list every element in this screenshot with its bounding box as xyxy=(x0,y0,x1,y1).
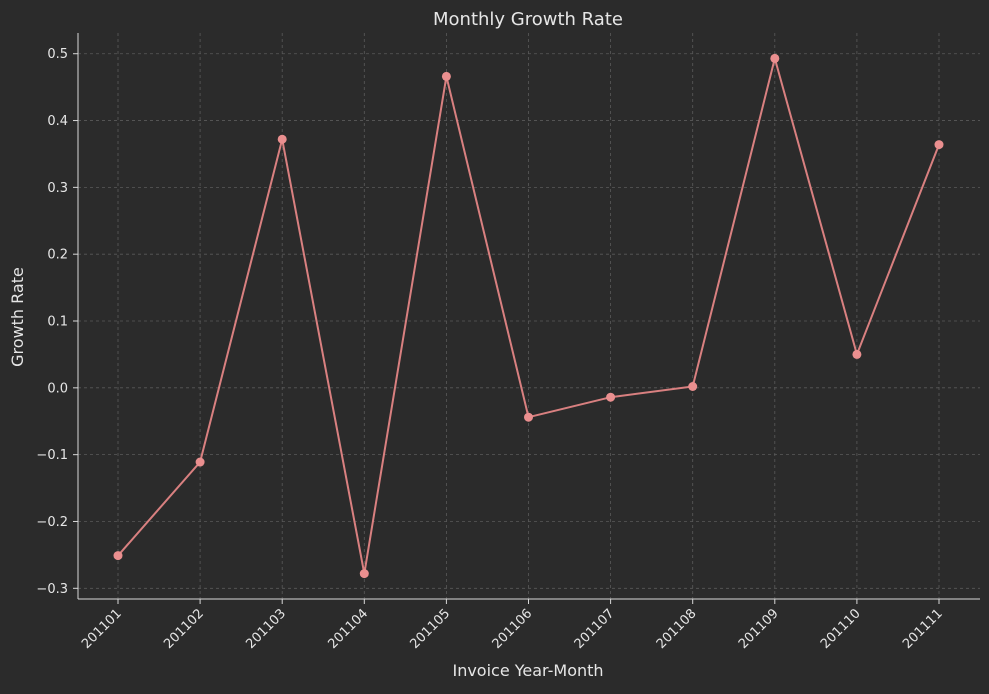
x-tick-label: 201105 xyxy=(408,606,454,652)
x-tick-label: 201107 xyxy=(572,606,618,652)
x-tick-label: 201108 xyxy=(654,606,700,652)
x-axis-label: Invoice Year-Month xyxy=(452,661,603,680)
y-tick-label: 0.3 xyxy=(47,181,68,196)
x-tick-label: 201110 xyxy=(818,606,864,652)
x-tick-label: 201102 xyxy=(161,606,207,652)
axes xyxy=(77,33,980,600)
y-tick-label: 0.2 xyxy=(47,248,68,263)
data-point xyxy=(934,140,944,150)
x-tick-label: 201106 xyxy=(490,606,536,652)
y-axis-label: Growth Rate xyxy=(8,267,27,367)
y-ticks: −0.3 −0.2 −0.1 0.0 0.1 0.2 0.3 0.4 0.5 xyxy=(36,47,78,597)
data-point xyxy=(441,71,451,81)
x-tick-label: 201103 xyxy=(243,606,289,652)
y-tick-label: −0.1 xyxy=(36,448,68,463)
y-tick-label: 0.1 xyxy=(47,315,68,330)
data-point xyxy=(606,392,616,402)
data-point xyxy=(277,134,287,144)
data-point xyxy=(113,551,123,561)
x-tick-label: 201109 xyxy=(736,606,782,652)
y-tick-label: 0.0 xyxy=(47,381,68,396)
data-point xyxy=(852,349,862,359)
data-point xyxy=(359,569,369,579)
y-tick-label: 0.4 xyxy=(47,114,68,129)
data-point xyxy=(770,53,780,63)
data-points xyxy=(113,53,944,579)
y-tick-label: −0.2 xyxy=(36,515,68,530)
x-tick-label: 201111 xyxy=(900,606,946,652)
x-tick-label: 201104 xyxy=(325,606,371,652)
chart-title: Monthly Growth Rate xyxy=(433,9,623,30)
grid-lines xyxy=(78,33,980,599)
x-ticks: 201101 201102 201103 201104 201105 201106 2011… xyxy=(79,599,946,652)
data-point xyxy=(195,457,205,467)
x-tick-label: 201101 xyxy=(79,606,125,652)
data-point xyxy=(688,381,698,391)
data-point xyxy=(524,412,533,422)
y-tick-label: −0.3 xyxy=(36,582,68,597)
y-tick-label: 0.5 xyxy=(47,47,68,62)
